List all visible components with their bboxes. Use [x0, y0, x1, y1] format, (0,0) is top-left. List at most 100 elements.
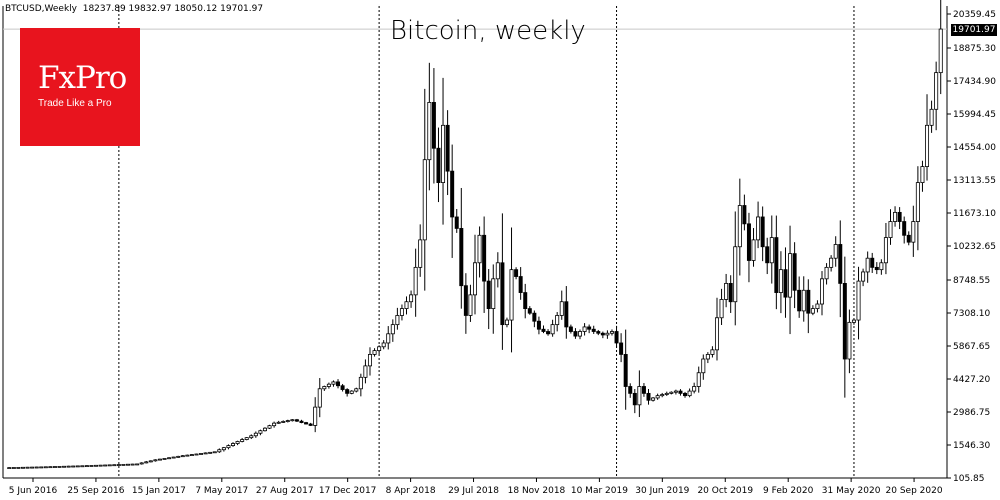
x-tick-label: 30 Jun 2019 [635, 486, 689, 496]
y-tick-label: 17434.90 [953, 77, 996, 87]
candle-bull [418, 239, 423, 268]
x-tick-label: 15 Jan 2017 [132, 486, 186, 496]
chart-title: Bitcoin, weekly [390, 16, 586, 46]
candle-bear [431, 102, 436, 149]
candle-bull [441, 124, 446, 184]
candle-bull [107, 464, 112, 467]
candle-bear [783, 269, 788, 298]
candle-bull [673, 390, 678, 393]
candle-bull [386, 333, 391, 344]
candle-bear [486, 280, 491, 310]
candle-bull [651, 397, 656, 401]
candle-bull [395, 315, 400, 326]
candle-bull [655, 395, 660, 399]
candle-bear [774, 237, 779, 293]
candle-bear [294, 419, 299, 422]
candle-bear [870, 257, 875, 268]
candle-bull [39, 466, 44, 469]
candle-bull [75, 465, 80, 468]
candle-bull [714, 317, 719, 351]
candle-bull [701, 358, 706, 374]
candle-bull [413, 266, 418, 296]
candle-bull [491, 278, 496, 310]
y-tick-label: 18875.30 [953, 44, 996, 54]
candle-bear [536, 320, 541, 330]
candle-bull [893, 211, 898, 222]
candle-bull [30, 466, 35, 469]
candle-bull [43, 466, 48, 469]
candle-bull [326, 383, 331, 387]
candle-bull [98, 464, 103, 467]
candle-bull [167, 457, 172, 460]
candle-bear [619, 342, 624, 355]
candle-bull [52, 466, 57, 468]
candle-bear [646, 392, 651, 401]
candle-bull [422, 159, 427, 241]
candle-bull [272, 422, 277, 427]
candle-bull [660, 394, 665, 397]
candle-bear [874, 266, 879, 271]
candle-bull [938, 28, 943, 74]
candle-bull [240, 439, 245, 442]
candle-bull [290, 419, 295, 422]
candle-bear [641, 386, 646, 394]
x-tick-label: 8 Apr 2018 [386, 486, 436, 496]
candle-bull [582, 326, 587, 332]
candle-bull [929, 108, 934, 126]
candle-bull [281, 421, 286, 423]
candle-bull [664, 392, 669, 395]
candle-bull [609, 331, 614, 334]
candle-bull [829, 257, 834, 268]
candle-bull [687, 390, 692, 397]
candle-bear [304, 422, 309, 425]
candle-bull [810, 308, 815, 314]
candle-bear [742, 205, 747, 225]
candle-bear [514, 269, 519, 277]
candle-bull [7, 467, 12, 469]
candle-bull [317, 388, 322, 408]
candle-bear [527, 308, 532, 314]
candle-bull [249, 435, 254, 439]
candle-bull [189, 454, 194, 456]
x-tick-label: 5 Jun 2016 [9, 486, 58, 496]
candle-bear [336, 381, 341, 387]
candle-bull [358, 376, 363, 390]
candle-bull [733, 246, 738, 303]
candle-bull [856, 280, 861, 321]
candle-bull [135, 463, 140, 466]
candle-bull [637, 386, 642, 406]
candle-bull [71, 465, 76, 468]
candle-bull [719, 299, 724, 319]
candle-bull [185, 454, 190, 457]
candle-bull [911, 221, 916, 243]
candle-bear [299, 420, 304, 423]
candle-bull [769, 237, 774, 264]
y-tick-label: 2986.75 [953, 408, 990, 418]
candle-bull [176, 455, 181, 458]
candle-bull [194, 453, 199, 456]
candle-bear [340, 385, 345, 390]
candle-bull [504, 319, 509, 326]
candle-bull [381, 342, 386, 348]
candle-bull [276, 421, 281, 424]
last-price-badge: 19701.97 [951, 24, 997, 36]
candle-bear [482, 234, 487, 282]
candle-bear [632, 392, 637, 406]
candle-bull [473, 262, 477, 296]
candle-bear [591, 328, 596, 332]
candle-bull [372, 350, 377, 355]
candle-bull [696, 372, 701, 387]
logo-tagline: Trade Like a Pro [38, 98, 112, 109]
candle-bull [217, 449, 222, 453]
candle-bull [180, 455, 185, 458]
candle-bull [883, 237, 888, 264]
candle-bull [756, 216, 761, 241]
candle-bull [861, 271, 866, 282]
candle-bull [153, 459, 158, 462]
x-tick-label: 20 Oct 2019 [697, 486, 753, 496]
candle-bear [308, 423, 313, 426]
candle-bull [824, 266, 829, 280]
x-tick-label: 29 Jul 2018 [448, 486, 499, 496]
